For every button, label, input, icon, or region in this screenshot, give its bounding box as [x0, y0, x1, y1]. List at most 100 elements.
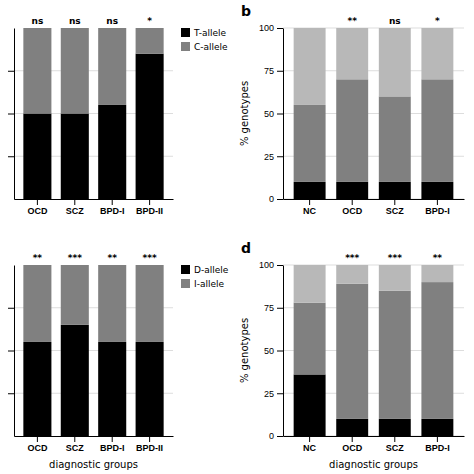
- x-tick-mark: [37, 199, 38, 205]
- x-tick: BPD-I: [100, 436, 125, 453]
- legend-swatch: [181, 265, 190, 274]
- bar-segment: [23, 28, 51, 114]
- y-axis-line: [14, 29, 15, 200]
- x-tick-label: BPD-I: [100, 206, 125, 216]
- y-tick-label: 50: [264, 109, 274, 119]
- y-axis: [8, 266, 15, 437]
- bar-segment: [98, 28, 126, 105]
- x-tick-mark: [394, 199, 395, 205]
- bar-segment: [379, 96, 411, 181]
- y-tick-label: 100: [259, 23, 274, 33]
- legend-item: T-allele: [181, 28, 226, 38]
- y-tick-mark: [277, 28, 283, 29]
- annotation: ns: [106, 16, 118, 26]
- y-tick: [8, 351, 14, 352]
- annotation: ns: [69, 16, 81, 26]
- y-tick-mark: [277, 114, 283, 115]
- bar-segment: [98, 265, 126, 342]
- panel: NCOCDSCZBPD-I0255075100**ns*b% genotypes: [239, 3, 465, 216]
- x-tick-mark: [352, 199, 353, 205]
- bar-segment: [336, 28, 368, 79]
- y-axis-line: [283, 266, 284, 437]
- y-tick: 0: [269, 431, 283, 441]
- annotation: **: [347, 16, 357, 26]
- title: b: [241, 3, 251, 19]
- y-tick: [8, 114, 14, 115]
- x-tick-label: BPD-I: [100, 443, 125, 453]
- title: d: [241, 240, 251, 256]
- x-tick: NC: [303, 436, 316, 453]
- y-tick: [8, 393, 14, 394]
- x-tick-mark: [74, 199, 75, 205]
- grid: [283, 265, 464, 436]
- y-tick-mark: [277, 71, 283, 72]
- y-tick: 100: [259, 23, 283, 33]
- x-tick-label: SCZ: [66, 443, 85, 453]
- y-tick-mark: [8, 393, 14, 394]
- y-tick-mark: [277, 351, 283, 352]
- y-axis-title: % genotypes: [239, 318, 250, 383]
- y-axis: 0255075100: [259, 23, 284, 204]
- series: [294, 28, 454, 105]
- bar-segment: [336, 265, 368, 284]
- x-tick-label: NC: [303, 443, 316, 453]
- bar-segment: [294, 28, 326, 105]
- bar-segment: [379, 28, 411, 96]
- chart: OCDSCZBPD-IBPD-IInsnsns*T-alleleC-allele…: [0, 0, 474, 474]
- bar-segment: [379, 291, 411, 419]
- y-tick-label: 0: [269, 194, 274, 204]
- bar-segment: [136, 342, 164, 436]
- legend-item: I-allele: [181, 279, 224, 289]
- bar-segment: [61, 325, 89, 436]
- legend: T-allele C-allele: [181, 28, 228, 52]
- y-tick: 25: [264, 389, 283, 399]
- x-tick: BPD-II: [136, 199, 163, 216]
- bar-segment: [421, 28, 453, 79]
- y-tick: 100: [259, 260, 283, 270]
- y-tick-mark: [277, 199, 283, 200]
- annotation: **: [433, 253, 443, 263]
- x-axis-title: diagnostic groups: [329, 459, 418, 470]
- x-tick-mark: [437, 199, 438, 205]
- bar-segment: [294, 303, 326, 375]
- annotation: *: [435, 16, 440, 26]
- bar-segment: [294, 374, 326, 436]
- bar-segment: [23, 265, 51, 342]
- bar-segment: [136, 28, 164, 54]
- bar-segment: [421, 419, 453, 436]
- x-tick-mark: [149, 199, 150, 205]
- x-tick-mark: [437, 436, 438, 442]
- x-axis: OCDSCZBPD-IBPD-II: [15, 436, 174, 453]
- x-tick-label: OCD: [342, 206, 363, 216]
- x-tick: SCZ: [386, 199, 405, 216]
- x-tick: BPD-II: [136, 436, 163, 453]
- bar-segment: [61, 28, 89, 114]
- y-tick-label: 25: [264, 389, 274, 399]
- y-tick-label: 75: [264, 66, 274, 76]
- x-tick-label: BPD-II: [136, 206, 163, 216]
- x-axis: OCDSCZBPD-IBPD-II: [15, 199, 174, 216]
- x-tick-mark: [352, 436, 353, 442]
- bar-segment: [421, 282, 453, 419]
- annotation: ***: [388, 253, 402, 263]
- y-tick: 0: [269, 194, 283, 204]
- x-tick-mark: [149, 436, 150, 442]
- y-tick: 75: [264, 303, 283, 313]
- y-axis-line: [14, 266, 15, 437]
- x-tick-label: NC: [303, 206, 316, 216]
- y-tick-mark: [8, 351, 14, 352]
- y-tick-mark: [277, 393, 283, 394]
- legend-label: C-allele: [194, 42, 228, 52]
- x-axis: NCOCDSCZBPD-I: [284, 199, 465, 216]
- bar-segment: [421, 79, 453, 182]
- y-tick-label: 0: [269, 431, 274, 441]
- legend-swatch: [181, 28, 190, 37]
- y-tick-label: 50: [264, 346, 274, 356]
- y-axis: [8, 29, 15, 200]
- bar-segment: [336, 182, 368, 199]
- bar-segment: [421, 265, 453, 282]
- bar-segment: [136, 265, 164, 342]
- y-tick-mark: [8, 114, 14, 115]
- x-tick-mark: [394, 436, 395, 442]
- annotation: *: [147, 16, 152, 26]
